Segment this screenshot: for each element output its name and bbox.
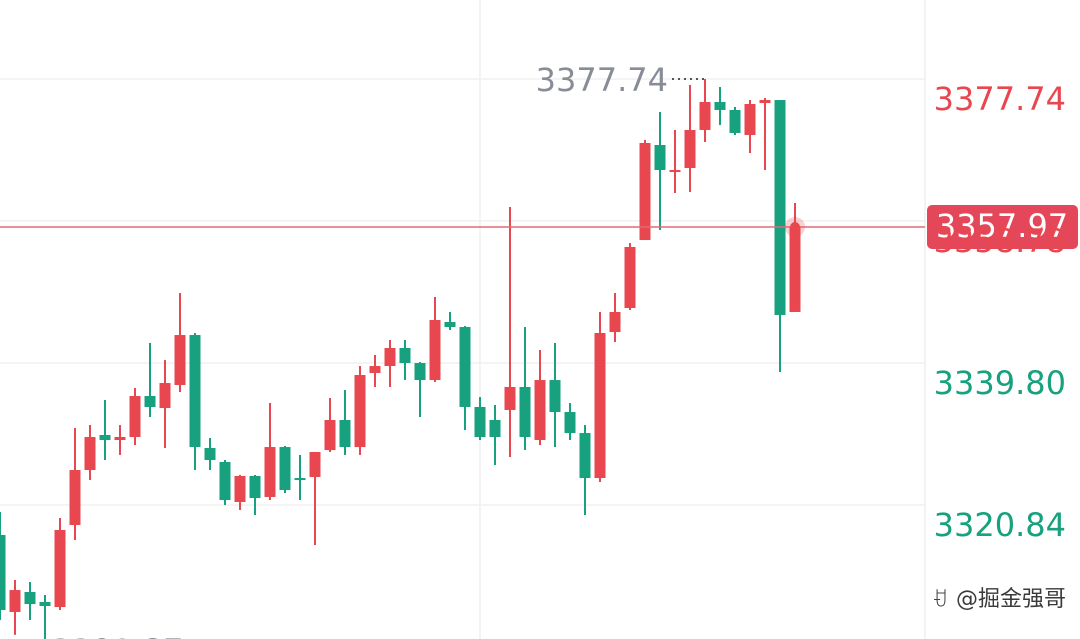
- candle-body: [609, 311, 621, 333]
- watermark-icon: ꀀ: [932, 588, 948, 612]
- candle-body: [264, 447, 276, 497]
- current-price-dot: [790, 222, 800, 233]
- candle-body: [624, 246, 636, 309]
- candle-body: [129, 395, 141, 438]
- candles: [0, 78, 801, 639]
- candle-body: [654, 145, 666, 171]
- candle-body: [564, 411, 576, 434]
- candle-body: [774, 100, 786, 315]
- candle-body: [639, 142, 651, 241]
- overlay: 3377.74 3301.87 3357.97: [0, 61, 1078, 639]
- candle-body: [9, 590, 21, 612]
- candle-body: [54, 529, 66, 608]
- candle-body: [249, 476, 261, 499]
- candle-body: [294, 478, 306, 481]
- candle-body: [714, 101, 726, 110]
- candle-body: [414, 363, 426, 381]
- candle-body: [489, 420, 501, 438]
- current-price-box: [927, 205, 1078, 250]
- watermark: @掘金强哥: [956, 587, 1066, 612]
- candle-body: [519, 386, 531, 438]
- candle-body: [114, 437, 126, 441]
- candle-body: [594, 333, 606, 479]
- candle-body: [459, 327, 471, 407]
- candle-body: [699, 101, 711, 130]
- candle-body: [324, 420, 336, 451]
- candle-body: [429, 319, 441, 381]
- candle-body: [69, 470, 81, 525]
- candle-body: [789, 227, 801, 312]
- candle-body: [219, 462, 231, 501]
- candle-body: [759, 100, 771, 104]
- candle-body: [174, 335, 186, 385]
- y-tick-label: 3339.80: [934, 364, 1066, 402]
- candle-body: [99, 434, 111, 441]
- candle-body: [729, 109, 741, 133]
- candle-body: [279, 447, 291, 491]
- candle-body: [189, 335, 201, 448]
- candle-body: [159, 383, 171, 409]
- high-label: 3377.74: [536, 61, 668, 99]
- candle-body: [204, 448, 216, 460]
- candle-body: [339, 420, 351, 448]
- candle-body: [384, 347, 396, 367]
- low-label: 3301.87: [51, 632, 183, 639]
- candle-body: [504, 386, 516, 410]
- grid: [0, 78, 925, 506]
- y-tick-label: 3320.84: [934, 506, 1066, 544]
- candle-body: [744, 103, 756, 135]
- candle-body: [24, 591, 36, 605]
- candle-body: [354, 375, 366, 448]
- candle-body: [549, 380, 561, 412]
- candle-body: [444, 322, 456, 328]
- y-tick-label: 3377.74: [934, 80, 1066, 118]
- candle-body: [234, 476, 246, 502]
- candle-body: [369, 366, 381, 373]
- candle-body: [84, 437, 96, 471]
- candle-body: [39, 602, 51, 606]
- current-price-label: 3357.97: [936, 207, 1068, 245]
- candle-body: [684, 129, 696, 169]
- candle-body: [309, 451, 321, 477]
- candle-body: [579, 433, 591, 479]
- candle-body: [399, 347, 411, 364]
- candle-body: [144, 395, 156, 407]
- y-tick-label: 3358.78: [934, 222, 1066, 260]
- candle-body: [0, 535, 6, 611]
- candle-body: [534, 380, 546, 441]
- price-axis: 3377.74 3358.78 3339.80 3320.84: [934, 80, 1066, 544]
- candle-body: [669, 170, 681, 173]
- candle-body: [474, 406, 486, 438]
